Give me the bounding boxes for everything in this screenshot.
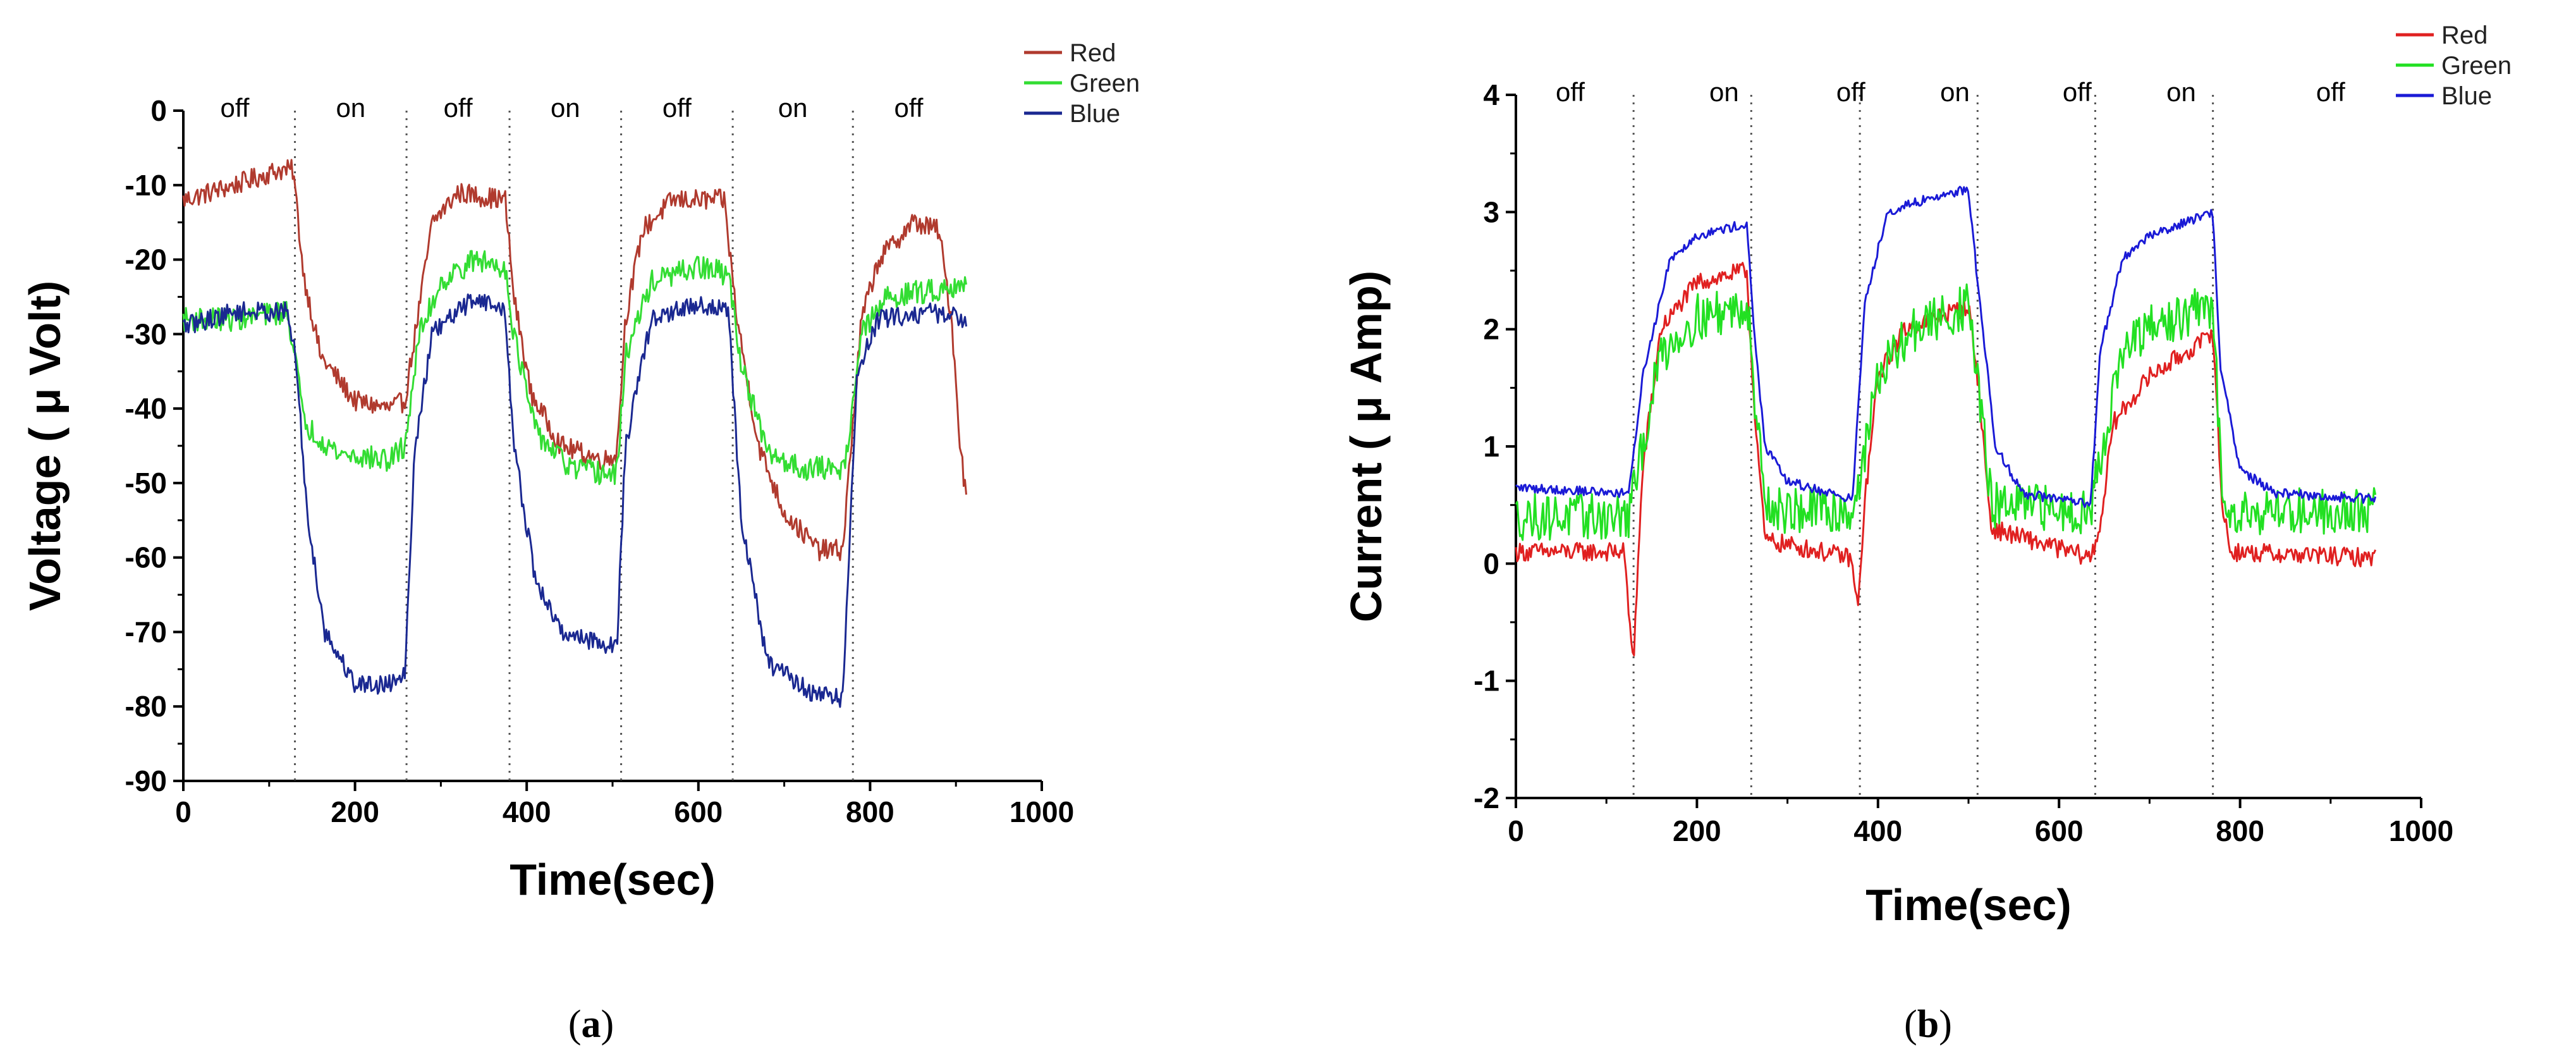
state-label-on: on <box>2166 77 2196 107</box>
legend-label-green: Green <box>2441 52 2512 80</box>
state-label-off: off <box>662 93 692 123</box>
legend-label-blue: Blue <box>1070 100 1120 128</box>
state-label-off: off <box>1556 77 1585 107</box>
state-label-off: off <box>894 93 924 123</box>
series-line-green <box>182 250 967 486</box>
x-axis-title: Time(sec) <box>510 855 716 904</box>
x-tick-label: 200 <box>1673 814 1721 847</box>
state-label-off: off <box>221 93 250 123</box>
state-label-off: off <box>2063 77 2092 107</box>
state-label-off: off <box>1836 77 1865 107</box>
x-tick-label: 200 <box>331 795 379 828</box>
x-axis-title: Time(sec) <box>1865 880 2072 930</box>
state-label-off: off <box>2316 77 2345 107</box>
x-tick-label: 400 <box>503 795 551 828</box>
legend-label-red: Red <box>2441 21 2487 49</box>
series-line-red <box>1515 262 2377 656</box>
y-tick-label: -2 <box>1474 782 1499 814</box>
series-line-green <box>1515 283 2377 541</box>
x-tick-label: 800 <box>2216 814 2264 847</box>
state-label-off: off <box>444 93 473 123</box>
x-tick-label: 800 <box>846 795 894 828</box>
y-tick-label: -80 <box>125 690 167 723</box>
y-tick-label: 1 <box>1483 430 1499 463</box>
y-tick-label: 3 <box>1483 195 1499 228</box>
state-label-on: on <box>336 93 365 123</box>
y-axis-title: Current ( μ Amp) <box>1341 271 1391 622</box>
series-line-blue <box>1515 185 2377 508</box>
y-tick-label: -90 <box>125 764 167 797</box>
y-tick-label: 2 <box>1483 313 1499 346</box>
legend-label-blue: Blue <box>2441 82 2492 110</box>
series-line-blue <box>182 293 967 708</box>
y-tick-label: 0 <box>150 94 167 127</box>
y-tick-label: -20 <box>125 243 167 276</box>
state-label-on: on <box>778 93 808 123</box>
x-tick-label: 600 <box>674 795 723 828</box>
chart-panel-b: 0 200 400 600 800 1000 4 3 2 1 0 -1 -2 Time(sec) Curre… <box>1341 21 2512 930</box>
caption-a: (a) <box>568 1003 614 1046</box>
y-axis-title: Voltage ( μ Volt) <box>20 281 70 611</box>
y-tick-label: -40 <box>125 392 167 425</box>
x-tick-label: 1000 <box>2389 814 2453 847</box>
y-tick-label: -70 <box>125 615 167 648</box>
caption-b: (b) <box>1904 1003 1952 1046</box>
x-tick-label: 0 <box>175 795 192 828</box>
y-tick-label: -10 <box>125 169 167 202</box>
chart-panel-a: 0 200 400 600 800 1000 0 -10 -20 -30 -40 -50 -60 -70 -… <box>20 39 1140 904</box>
x-tick-label: 600 <box>2035 814 2084 847</box>
y-tick-label: -50 <box>125 467 167 500</box>
y-tick-label: -60 <box>125 541 167 574</box>
state-label-on: on <box>551 93 580 123</box>
y-tick-label: -1 <box>1474 665 1499 697</box>
y-tick-label: 0 <box>1483 547 1499 580</box>
state-label-on: on <box>1709 77 1739 107</box>
legend-label-red: Red <box>1070 39 1116 67</box>
caption-letter-a: a <box>582 1003 601 1046</box>
state-label-on: on <box>1940 77 1970 107</box>
x-tick-label: 1000 <box>1010 795 1074 828</box>
caption-letter-b: b <box>1917 1003 1939 1046</box>
x-tick-label: 0 <box>1508 814 1524 847</box>
y-tick-label: 4 <box>1483 78 1499 111</box>
legend-label-green: Green <box>1070 70 1140 97</box>
x-tick-label: 400 <box>1853 814 1902 847</box>
y-tick-label: -30 <box>125 317 167 350</box>
series-line-red <box>182 159 967 562</box>
